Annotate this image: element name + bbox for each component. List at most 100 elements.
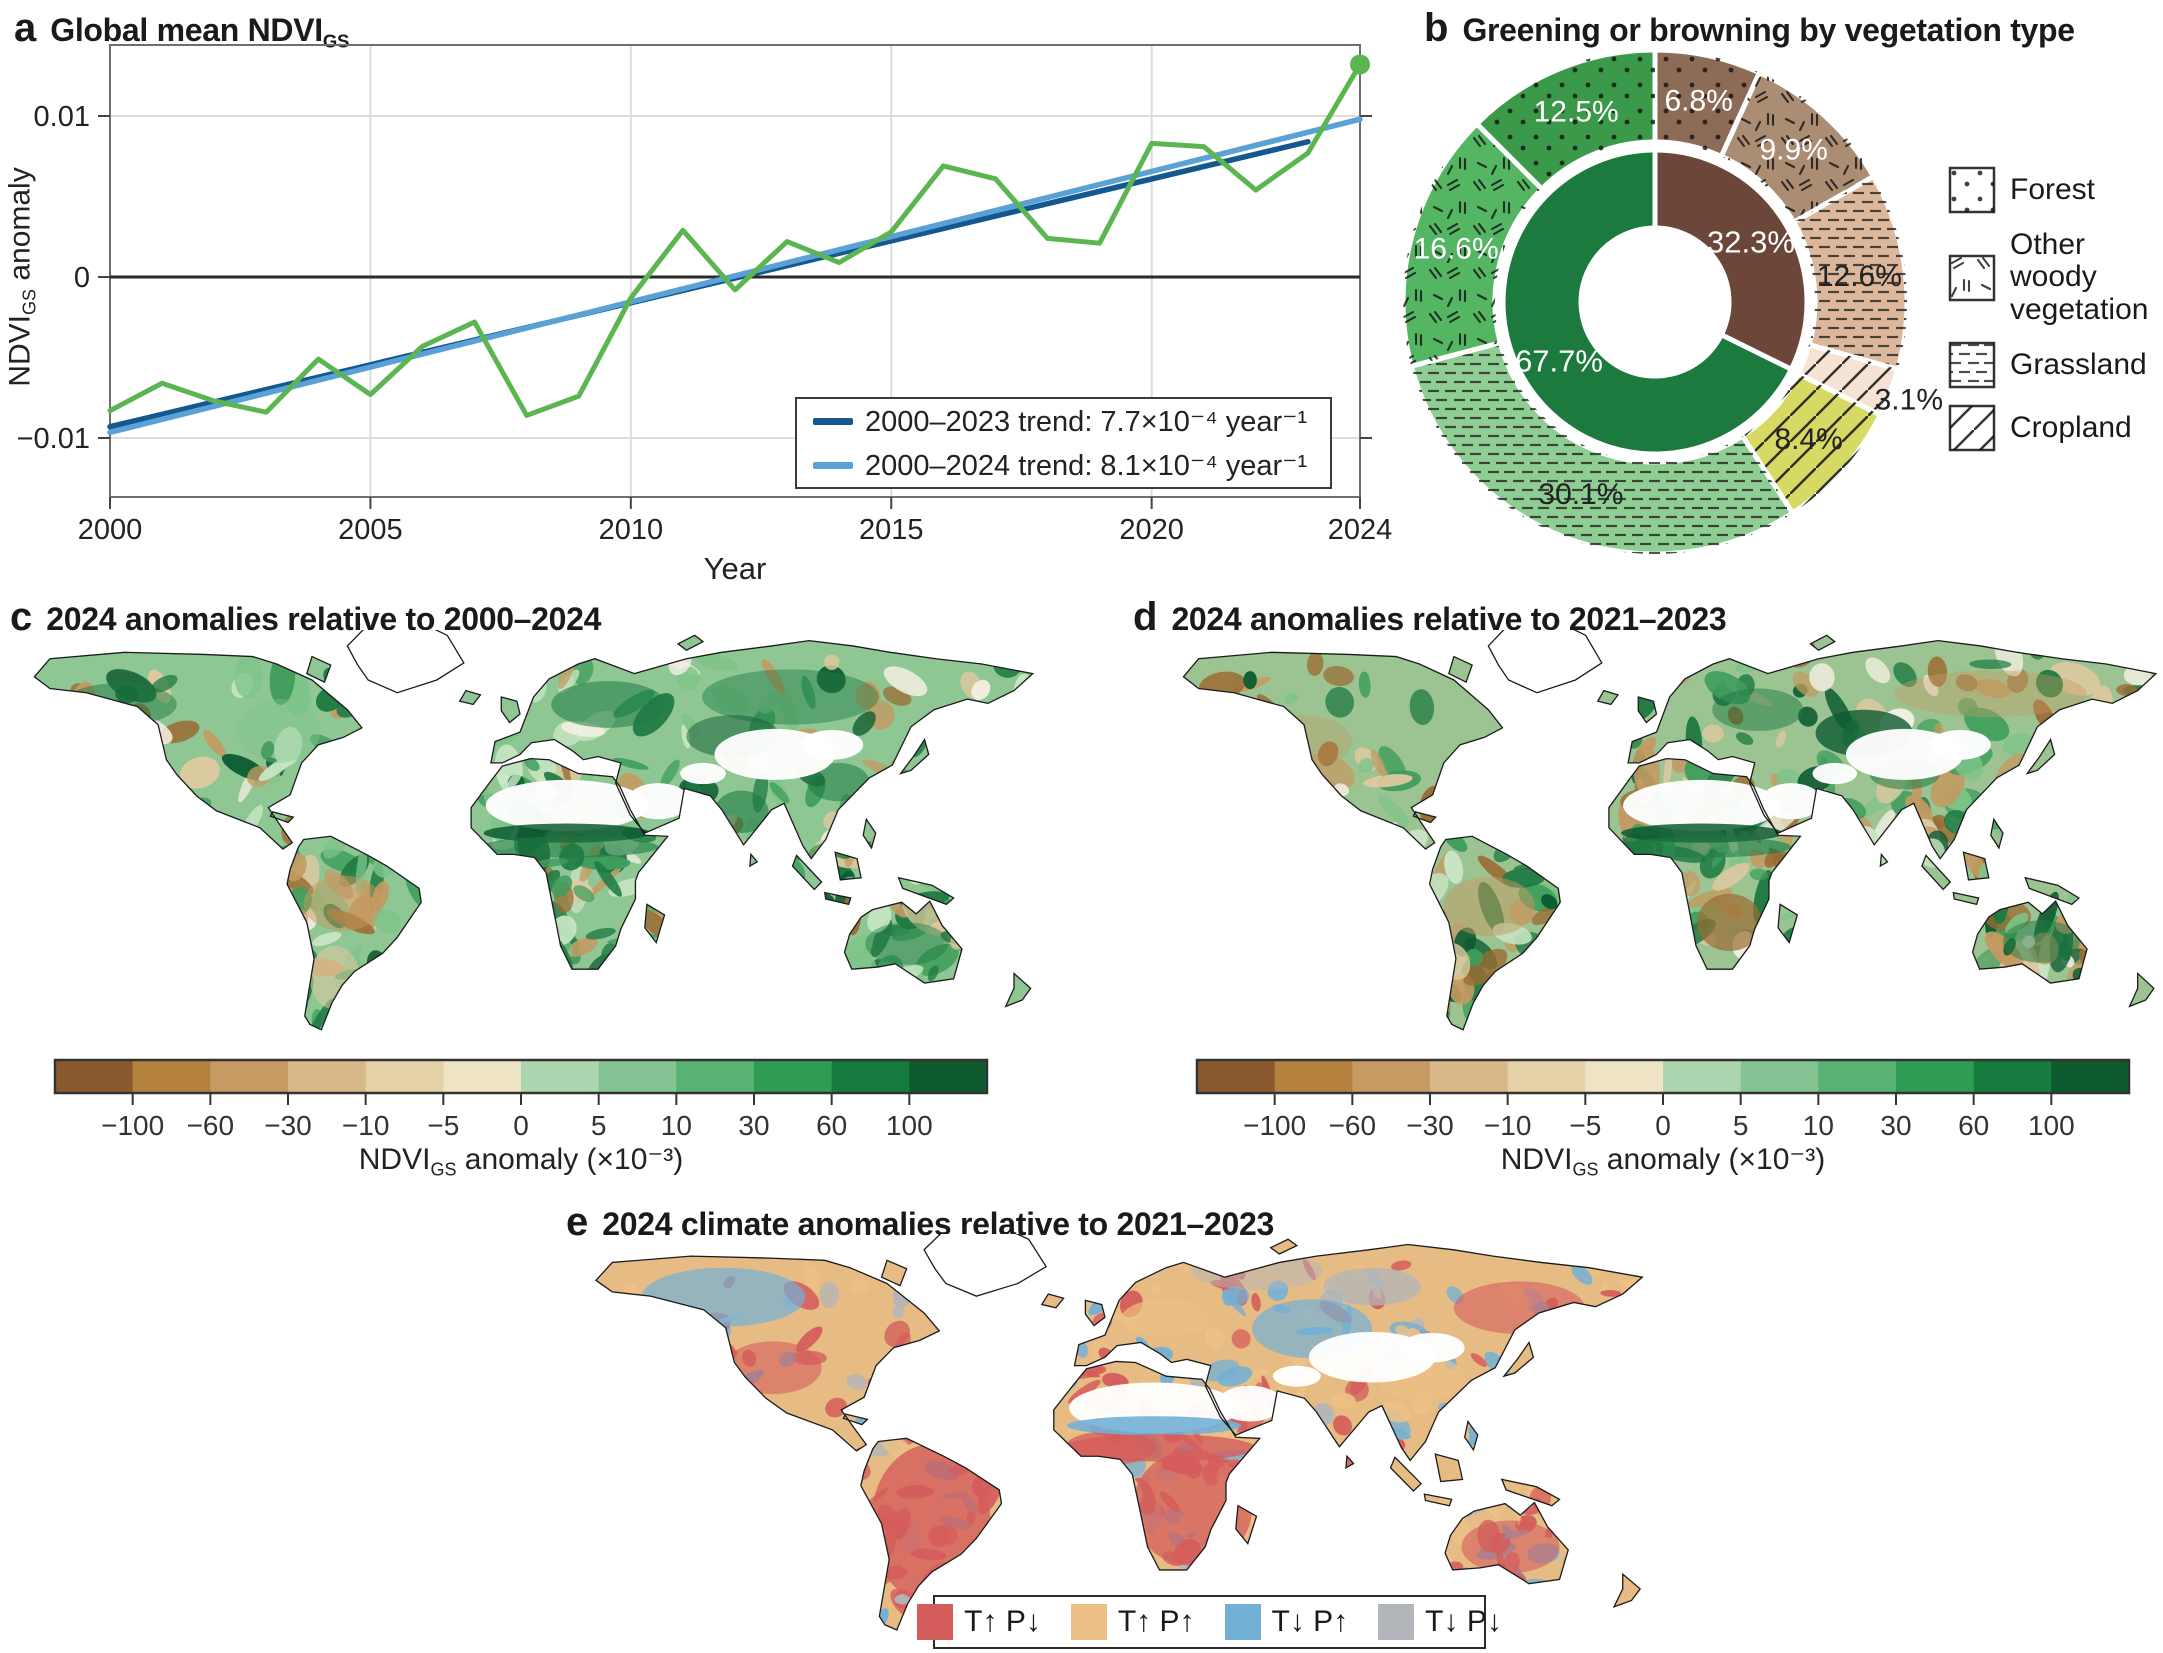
coastline-cuba	[843, 1414, 867, 1425]
coastline-greenland	[924, 1234, 1046, 1296]
panel-d-letter: d	[1133, 595, 1158, 639]
world-map-climate-anomalies	[560, 1234, 1650, 1650]
warm-wet-swatch	[1070, 1604, 1107, 1640]
landmass-novaya	[1810, 635, 1835, 651]
coastline-eurasia	[1074, 1245, 1642, 1461]
colorbar-cell	[676, 1060, 755, 1093]
colorbar-tick-label: 30	[738, 1110, 769, 1141]
colorbar-panel-c: −100 −60 −30 −10 −5 0 5 10 30 60 100	[53, 1058, 989, 1141]
legend-item-warm-dry: T↑ P↓	[917, 1604, 1041, 1640]
colorbar-cell	[1663, 1060, 1742, 1093]
coastline-uk	[1085, 1300, 1105, 1325]
world-map-ndvi-anomaly-2021-2023	[1150, 630, 2163, 1050]
x-tick-label: 2005	[338, 514, 403, 546]
colorbar-cell	[521, 1060, 600, 1093]
coastline-nz	[1614, 1574, 1640, 1607]
coastline-australia	[844, 901, 962, 983]
colorbar-tick-label: 5	[1733, 1110, 1749, 1141]
x-tick-label: 2015	[859, 514, 924, 546]
landmass-uk	[501, 696, 520, 723]
warm-wet-label: T↑ P↑	[1117, 1605, 1195, 1638]
colorbar-cell	[210, 1060, 289, 1093]
legend-row-trend-2000-2023: 2000–2023 trend: 7.7×10⁻⁴ year⁻¹	[813, 404, 1330, 439]
ndvi-2024-point	[1350, 54, 1370, 75]
panel-a-trend-legend: 2000–2023 trend: 7.7×10⁻⁴ year⁻¹ 2000–20…	[795, 397, 1332, 489]
donut-slice-pattern	[1476, 50, 1655, 189]
coastline-srilanka	[750, 854, 757, 866]
other-woody-pattern-swatch	[1948, 254, 1996, 301]
colorbar-tick-label: 100	[886, 1110, 933, 1141]
coastline-uk	[1638, 697, 1656, 723]
colorbar-cell	[1197, 1060, 1276, 1093]
panel-a-title: a Global mean NDVIGS	[14, 8, 349, 52]
panel-a-title-text: Global mean NDVIGS	[50, 12, 350, 52]
coastline-africa	[1609, 759, 1800, 970]
colorbar-tick-label: −10	[1484, 1110, 1532, 1141]
legend-row-trend-2000-2024: 2000–2024 trend: 8.1×10⁻⁴ year⁻¹	[813, 448, 1330, 483]
panel-e-climate-legend: T↑ P↓ T↑ P↑ T↓ P↑ T↓ P↓	[917, 1595, 1502, 1649]
coastline-sumatra	[1922, 855, 1950, 889]
landmass-newguinea	[2025, 877, 2079, 905]
donut-slice-pattern	[1403, 123, 1542, 367]
coastline-srilanka	[1346, 1456, 1354, 1468]
landmass-greenland-ice	[347, 630, 464, 693]
x-tick-label: 2024	[1328, 514, 1393, 546]
donut-slice-pattern	[1798, 344, 1898, 415]
forest-pattern-swatch	[1948, 166, 1996, 214]
colorbar-cell	[831, 1060, 910, 1093]
colorbar-cell	[909, 1060, 988, 1093]
legend-item-warm-wet: T↑ P↑	[1070, 1604, 1195, 1640]
colorbar-cell	[598, 1060, 677, 1093]
ndvi-line-chart: 2000 2005 2010 2015 2020 2024 0.01 0 −0.01 Year	[17, 44, 1393, 586]
coastline-cuba	[1413, 812, 1435, 823]
grassland-pattern-swatch	[1948, 341, 1996, 389]
panel-c-letter: c	[10, 595, 33, 639]
colorbar-cell	[365, 1060, 444, 1093]
x-tick-label: 2010	[599, 514, 664, 546]
cropland-pattern-swatch	[1948, 404, 1996, 452]
colorbar-tick-label: 100	[2028, 1110, 2075, 1141]
colorbar-d-label: NDVIGS anomaly (×10⁻³)	[1500, 1143, 1826, 1180]
coastline-newguinea	[2025, 878, 2079, 905]
y-tick-label: 0	[74, 262, 90, 294]
donut-slice-pattern	[1721, 72, 1874, 223]
colorbar-tick-label: −60	[1329, 1110, 1377, 1141]
panel-a-letter: a	[14, 6, 37, 50]
coastline-iceland	[460, 691, 481, 705]
legend-row-cropland: Cropland	[1948, 404, 2163, 452]
colorbar-tick-label: 0	[513, 1110, 529, 1141]
donut-outer-label: 12.5%	[1534, 96, 1619, 129]
panel-b-letter: b	[1424, 6, 1449, 50]
y-tick-label: 0.01	[34, 101, 90, 133]
donut-outer-label: 6.8%	[1664, 85, 1732, 118]
donut-outer-label: 30.1%	[1538, 478, 1623, 511]
panel-b-title: b Greening or browning by vegetation typ…	[1424, 8, 2075, 49]
cool-dry-label: T↓ P↓	[1425, 1605, 1502, 1638]
coastline-nz	[1006, 973, 1031, 1006]
map-texture-layer	[601, 1242, 1643, 1630]
coastline-australia	[1445, 1503, 1568, 1584]
donut-slice-pattern	[1742, 373, 1881, 514]
landmass-nz	[1614, 1574, 1641, 1607]
legend-item-cool-dry: T↓ P↓	[1378, 1604, 1502, 1640]
colorbar-cell	[1896, 1060, 1975, 1093]
coastline-borneo	[835, 852, 861, 880]
colorbar-tick-label: 60	[1958, 1110, 1989, 1141]
coastline-greenland	[347, 630, 463, 693]
colorbar-cell	[443, 1060, 522, 1093]
trend-2000-2023-swatch	[813, 417, 853, 425]
x-tick-label: 2000	[78, 514, 143, 546]
trend-2000-2023-label: 2000–2023 trend: 7.7×10⁻⁴ year⁻¹	[865, 405, 1308, 438]
coastline-java	[1424, 1494, 1451, 1506]
coastline-australia	[1973, 901, 2087, 983]
coastline-cuba	[270, 812, 293, 823]
ndvi-series-line	[107, 61, 1363, 418]
coastline-srilanka	[1880, 854, 1887, 866]
panel-b-vegetation-legend: Forest Other woody vegetation Grassland …	[1948, 166, 2163, 452]
legend-row-grassland: Grassland	[1948, 341, 2163, 389]
coastline-java	[1953, 893, 1978, 905]
donut-outer-label: 9.9%	[1759, 134, 1827, 167]
colorbar-tick-label: −60	[187, 1110, 235, 1141]
landmass-sumatra	[1390, 1457, 1422, 1491]
